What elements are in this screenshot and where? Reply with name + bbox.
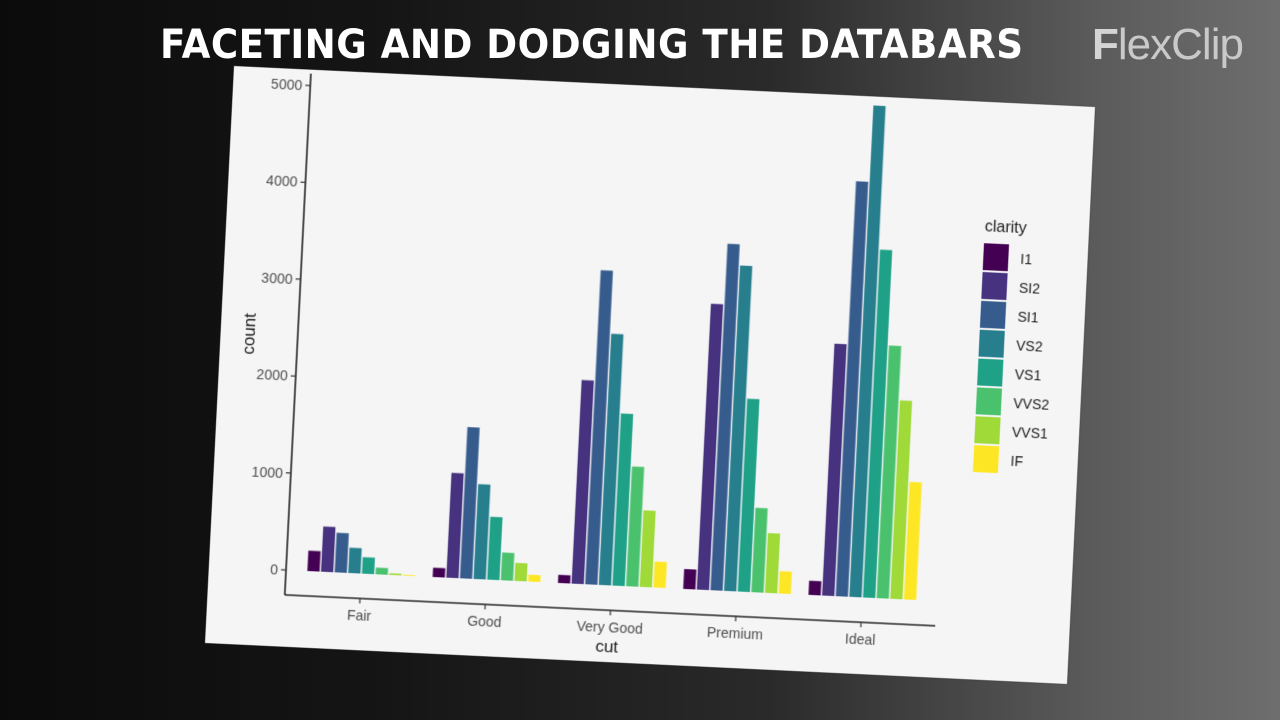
y-tick-label: 0 (270, 561, 279, 577)
y-tick-label: 4000 (266, 173, 298, 190)
bar-premium-vs1 (737, 398, 759, 592)
legend-key-si1 (979, 300, 1006, 329)
bar-good-vvs2 (500, 551, 514, 581)
legend-label-i1: I1 (1020, 251, 1033, 267)
legend-label-vvs1: VVS1 (1012, 424, 1049, 442)
bar-good-i1 (432, 567, 445, 577)
x-tick-label: Ideal (845, 631, 876, 648)
bar-fair-if (402, 574, 415, 576)
bar-very-good-si2 (571, 379, 594, 584)
bars-layer (307, 105, 922, 600)
bar-very-good-vs2 (598, 333, 624, 585)
bar-fair-vvs1 (388, 572, 402, 575)
bar-fair-vvs2 (375, 567, 388, 575)
x-tick-label: Good (467, 613, 502, 631)
bar-ideal-i1 (807, 580, 821, 595)
bar-very-good-if (652, 560, 667, 588)
bar-ideal-si1 (834, 181, 869, 597)
bar-premium-vvs2 (750, 507, 768, 593)
x-tick-label: Fair (347, 607, 372, 624)
y-tick-label: 5000 (271, 76, 303, 93)
legend-key-if (972, 444, 999, 473)
legend-label-si1: SI1 (1017, 309, 1039, 326)
bar-ideal-si2 (821, 343, 847, 596)
x-axis-ticks: Fair Good Very Good Premium Ideal (347, 597, 876, 648)
legend-key-i1 (982, 243, 1009, 272)
bar-fair-i1 (307, 550, 321, 572)
bar-very-good-i1 (557, 574, 571, 583)
bar-good-si2 (445, 472, 464, 578)
x-tick-label: Premium (707, 624, 764, 643)
legend-label-if: IF (1010, 453, 1023, 470)
bar-chart: 0 1000 2000 3000 4000 5000 Fair Good Very Good P… (239, 73, 1050, 657)
bar-very-good-si1 (584, 270, 613, 585)
legend-key-vvs2 (975, 387, 1002, 416)
bar-fair-si2 (320, 525, 336, 572)
y-tick-label: 3000 (261, 269, 293, 286)
bar-fair-vs2 (347, 547, 362, 573)
y-axis-title: count (239, 312, 260, 355)
bar-ideal-vs2 (848, 105, 886, 597)
bar-very-good-vs1 (611, 413, 633, 586)
bar-good-if (527, 574, 541, 582)
bar-very-good-vvs1 (639, 509, 656, 587)
y-axis-line (283, 73, 312, 595)
bar-premium-vs2 (723, 265, 753, 591)
legend-label-si2: SI2 (1019, 280, 1041, 297)
legend: clarity I1 SI2 SI1 VS2 VS1 VVS2 VVS1 IF (972, 218, 1050, 473)
bar-premium-if (777, 570, 792, 594)
legend-key-vs2 (978, 329, 1005, 358)
legend-title: clarity (984, 218, 1027, 237)
x-axis-title: cut (595, 637, 619, 657)
legend-key-si2 (980, 271, 1008, 300)
bar-fair-vs1 (361, 556, 375, 574)
flexclip-logo: FlexClip (1092, 20, 1244, 70)
bar-ideal-vs1 (862, 249, 893, 598)
bar-good-vs1 (486, 516, 503, 580)
bar-ideal-vvs1 (889, 400, 912, 599)
legend-key-vs1 (976, 358, 1003, 387)
y-axis-ticks: 0 1000 2000 3000 4000 5000 (251, 76, 311, 578)
x-axis-line (284, 593, 935, 627)
bar-ideal-vvs2 (875, 345, 901, 599)
flexclip-logo-f: F (1092, 20, 1119, 69)
x-tick-label: Very Good (576, 618, 643, 637)
legend-label-vvs2: VVS2 (1013, 395, 1050, 413)
bar-premium-si2 (696, 303, 723, 590)
bar-premium-vvs1 (764, 532, 780, 593)
bar-good-vs2 (473, 483, 491, 579)
bar-premium-i1 (682, 568, 696, 589)
bar-good-si1 (459, 426, 480, 579)
bar-good-vvs1 (513, 562, 528, 581)
legend-key-vvs1 (973, 416, 1001, 445)
bar-fair-si1 (334, 532, 349, 573)
y-tick-label: 2000 (256, 366, 288, 383)
legend-label-vs2: VS2 (1016, 337, 1043, 354)
legend-label-vs1: VS1 (1014, 366, 1041, 383)
y-tick-label: 1000 (251, 463, 283, 480)
bar-premium-si1 (709, 243, 740, 591)
video-headline: FACETING AND DODGING THE DATABARS (160, 22, 1024, 68)
flexclip-logo-text: lexClip (1117, 20, 1244, 69)
chart-card: 0 1000 2000 3000 4000 5000 Fair Good Very Good P… (204, 66, 1096, 684)
